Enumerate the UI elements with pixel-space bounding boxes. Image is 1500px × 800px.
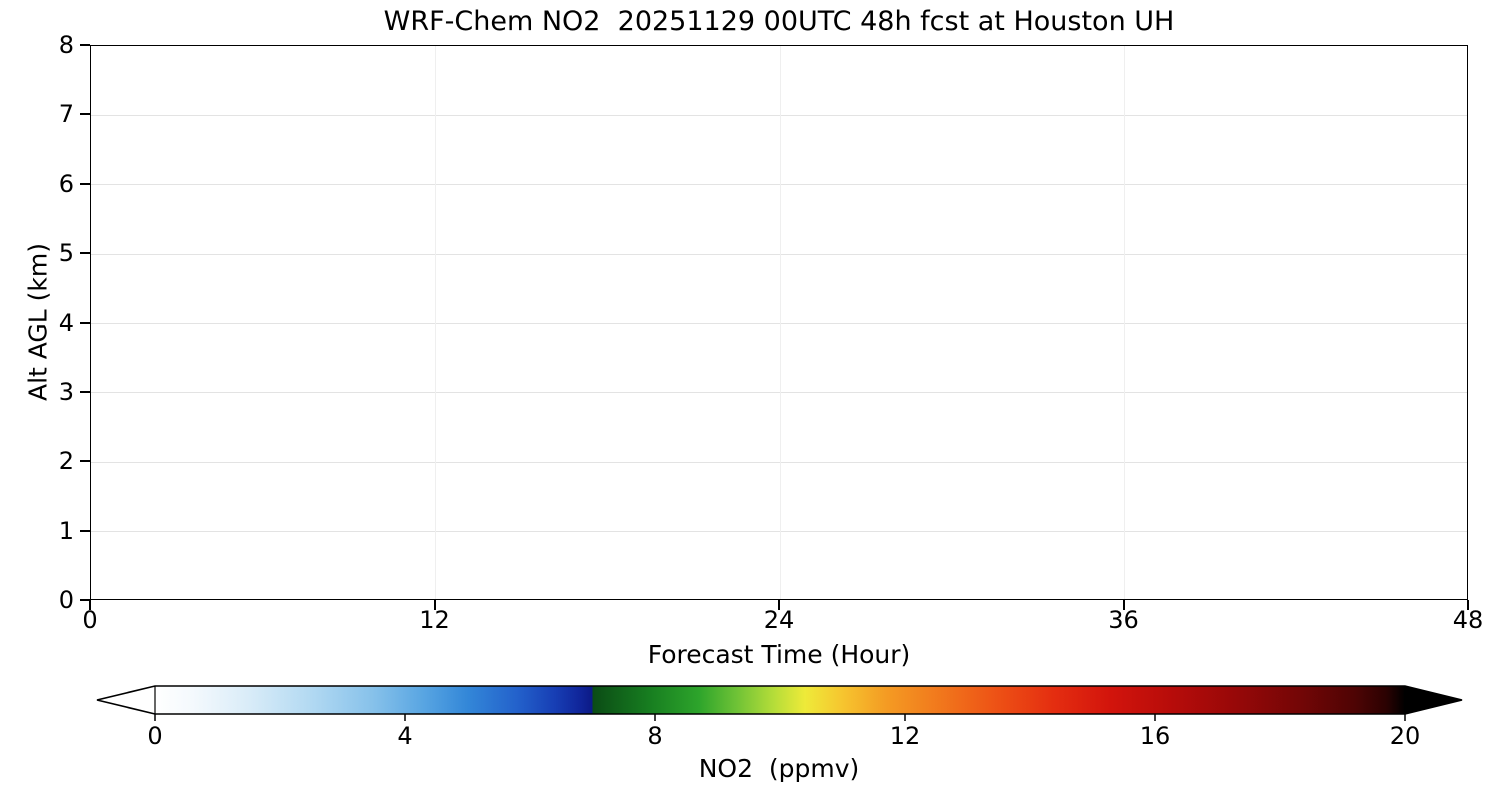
- gridline-horizontal: [91, 392, 1467, 394]
- colorbar-tick-label: 12: [889, 722, 921, 750]
- gridline-vertical: [779, 46, 781, 599]
- y-tick-label: 0: [58, 586, 74, 614]
- gridline-horizontal: [91, 184, 1467, 186]
- y-tick-mark: [80, 529, 90, 532]
- gridline-horizontal: [91, 461, 1467, 463]
- x-tick-mark: [778, 600, 780, 610]
- x-tick-label: 48: [1452, 606, 1484, 634]
- y-tick-label: 4: [58, 308, 74, 337]
- gridline-horizontal: [91, 531, 1467, 533]
- gridline-horizontal: [91, 114, 1467, 116]
- gridline-horizontal: [91, 253, 1467, 255]
- chart-title: WRF-Chem NO2 20251129 00UTC 48h fcst at …: [383, 6, 1175, 37]
- x-tick-mark: [1467, 600, 1469, 610]
- y-tick-label: 5: [58, 239, 74, 268]
- y-tick-mark: [80, 321, 90, 324]
- gridline-vertical: [1124, 46, 1125, 599]
- y-tick-label: 3: [58, 377, 74, 406]
- x-tick-label: 12: [419, 606, 450, 634]
- colorbar-tick-label: 20: [1389, 722, 1421, 750]
- colorbar-tick-label: 8: [647, 722, 663, 750]
- y-tick-mark: [80, 252, 90, 255]
- y-tick-mark: [80, 390, 90, 393]
- y-tick-label: 1: [58, 516, 74, 545]
- y-tick-label: 8: [58, 31, 74, 59]
- gridline-vertical: [435, 46, 436, 599]
- y-tick-mark: [80, 182, 90, 185]
- colorbar-tick-label: 4: [397, 722, 413, 750]
- x-tick-label: 0: [82, 606, 98, 634]
- x-tick-mark: [89, 600, 91, 610]
- colorbar: [96, 685, 1463, 721]
- x-tick-label: 36: [1108, 606, 1139, 634]
- colorbar-bar: [96, 685, 1463, 715]
- y-tick-mark: [80, 460, 90, 463]
- colorbar-tick-label: 0: [147, 722, 163, 750]
- x-axis-label: Forecast Time (Hour): [647, 640, 911, 669]
- y-tick-mark: [80, 44, 90, 46]
- plot-area: [90, 45, 1468, 600]
- colorbar-label: NO2 (ppmv): [698, 754, 860, 783]
- gridline-horizontal: [91, 323, 1467, 324]
- y-tick-label: 6: [58, 169, 74, 198]
- y-tick-label: 2: [58, 447, 74, 476]
- x-tick-mark: [1122, 600, 1125, 610]
- x-tick-mark: [433, 600, 436, 610]
- y-tick-mark: [80, 113, 90, 116]
- x-tick-label: 24: [763, 606, 795, 634]
- colorbar-tick-label: 16: [1139, 722, 1171, 750]
- y-tick-label: 7: [58, 100, 74, 129]
- y-tick-mark: [80, 599, 90, 601]
